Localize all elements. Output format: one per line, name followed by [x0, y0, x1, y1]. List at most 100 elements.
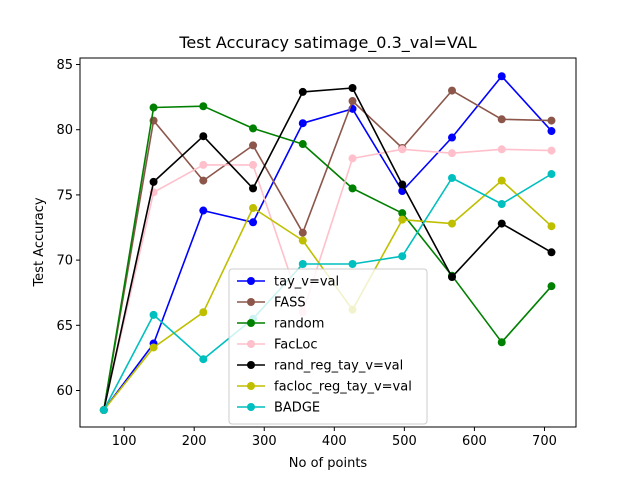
- legend-item: random: [237, 317, 324, 332]
- series-line-rand-reg-tay-v-val: [103, 87, 552, 411]
- x-tick-label: 300: [252, 434, 277, 449]
- data-point-badge: [547, 170, 556, 179]
- x-tick-label: 400: [322, 434, 347, 449]
- ticks-layer: 100 200 300 400 500 600 700 60 65 70 75 80 85: [56, 58, 556, 449]
- data-point-tay-v-val: [199, 206, 208, 215]
- data-point-facloc-reg-tay-v-val: [398, 215, 407, 224]
- legend-label: FASS: [274, 296, 306, 311]
- data-point-tay-v-val: [547, 127, 556, 136]
- data-point-facloc-reg-tay-v-val: [547, 222, 556, 231]
- series-line-facloc: [103, 148, 552, 411]
- series-badge: [99, 170, 556, 415]
- data-point-badge: [199, 355, 208, 364]
- data-point-facloc: [249, 160, 258, 169]
- data-point-rand-reg-tay-v-val: [398, 180, 407, 189]
- legend-label: FacLoc: [274, 338, 318, 353]
- data-point-facloc: [199, 160, 208, 169]
- y-tick-label: 80: [56, 123, 73, 138]
- data-point-fass: [448, 86, 456, 95]
- legend-marker: [247, 319, 255, 327]
- data-point-fass: [497, 115, 506, 124]
- data-point-facloc-reg-tay-v-val: [249, 203, 258, 212]
- y-tick-label: 85: [56, 58, 73, 73]
- x-tick-label: 200: [182, 434, 207, 449]
- series-line-tay-v-val: [103, 75, 553, 411]
- y-tick-label: 60: [56, 384, 73, 399]
- legend-item: rand_reg_tay_v=val: [237, 359, 403, 374]
- data-point-fass: [199, 176, 208, 185]
- axes-frame: [79, 57, 577, 428]
- data-point-random: [199, 102, 208, 111]
- data-point-rand-reg-tay-v-val: [497, 219, 506, 228]
- legend-item: BADGE: [237, 401, 320, 416]
- data-point-badge: [99, 406, 108, 415]
- data-point-fass: [547, 116, 556, 125]
- x-axis-label: No of points: [289, 456, 368, 471]
- y-tick-label: 65: [56, 319, 73, 334]
- legend-marker: [247, 340, 255, 348]
- legend-marker: [247, 277, 255, 285]
- data-point-random: [298, 140, 307, 149]
- data-point-random: [547, 282, 556, 291]
- data-point-rand-reg-tay-v-val: [547, 248, 556, 257]
- data-point-facloc: [547, 146, 556, 155]
- data-point-badge: [149, 310, 158, 319]
- data-point-random: [497, 338, 506, 347]
- data-point-rand-reg-tay-v-val: [448, 273, 456, 282]
- data-point-badge: [398, 252, 407, 261]
- data-point-facloc: [448, 149, 456, 158]
- legend: tay_v=val FASS random FacLoc rand_reg_tay_v=…: [228, 268, 428, 425]
- data-point-badge: [448, 173, 456, 182]
- y-axis-label: Test Accuracy: [32, 197, 47, 287]
- data-point-random: [249, 124, 258, 133]
- data-point-rand-reg-tay-v-val: [348, 83, 357, 92]
- data-point-facloc: [497, 145, 506, 154]
- legend-label: BADGE: [274, 401, 320, 416]
- y-tick-label: 70: [56, 254, 73, 269]
- legend-item: FASS: [237, 296, 306, 311]
- data-point-fass: [348, 97, 357, 106]
- legend-label: rand_reg_tay_v=val: [274, 359, 403, 374]
- data-point-random: [348, 184, 357, 193]
- chart-title: Test Accuracy satimage_0.3_val=VAL: [178, 33, 476, 53]
- legend-item: FacLoc: [237, 338, 318, 353]
- data-point-facloc: [348, 154, 357, 163]
- legend-item: facloc_reg_tay_v=val: [237, 380, 412, 395]
- x-tick-label: 600: [462, 434, 487, 449]
- series-rand-reg-tay-v-val: [99, 83, 556, 415]
- data-point-badge: [348, 260, 357, 269]
- legend-label: random: [274, 317, 324, 332]
- data-point-random: [149, 103, 158, 112]
- data-point-facloc-reg-tay-v-val: [497, 176, 506, 185]
- legend-label: facloc_reg_tay_v=val: [274, 380, 412, 395]
- data-point-facloc-reg-tay-v-val: [448, 219, 456, 228]
- series-line-random: [103, 105, 553, 411]
- data-point-rand-reg-tay-v-val: [298, 87, 307, 96]
- data-point-tay-v-val: [497, 72, 506, 81]
- data-point-rand-reg-tay-v-val: [249, 184, 258, 193]
- series-line-badge: [103, 173, 552, 411]
- data-point-facloc-reg-tay-v-val: [199, 308, 208, 317]
- legend-label: tay_v=val: [274, 275, 339, 290]
- data-point-facloc-reg-tay-v-val: [298, 236, 307, 245]
- legend-marker: [247, 298, 255, 306]
- y-tick-label: 75: [56, 188, 73, 203]
- legend-marker: [247, 403, 255, 411]
- data-point-random: [398, 209, 407, 218]
- legend-item: tay_v=val: [237, 275, 339, 290]
- x-tick-label: 100: [112, 434, 137, 449]
- data-point-facloc: [398, 145, 407, 154]
- legend-marker: [247, 361, 255, 369]
- data-point-tay-v-val: [249, 218, 258, 227]
- data-point-rand-reg-tay-v-val: [149, 177, 158, 186]
- data-point-fass: [298, 228, 307, 237]
- data-point-badge: [497, 200, 506, 209]
- legend-box: [228, 268, 428, 425]
- x-tick-label: 700: [532, 434, 557, 449]
- data-point-rand-reg-tay-v-val: [199, 132, 208, 141]
- data-point-tay-v-val: [298, 119, 307, 128]
- data-point-badge: [298, 260, 307, 269]
- data-point-tay-v-val: [448, 133, 456, 142]
